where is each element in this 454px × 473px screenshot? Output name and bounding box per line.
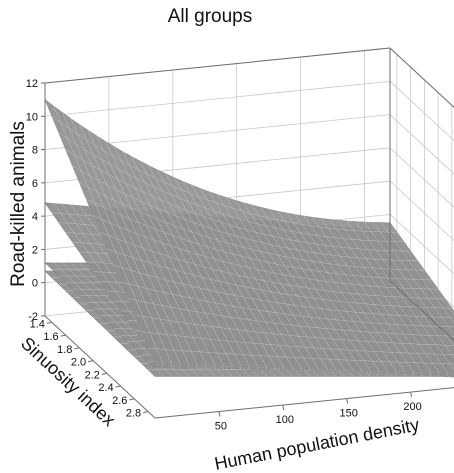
y-tick-label: 1.4 (30, 318, 45, 330)
surface-mesh-line (208, 191, 320, 370)
chart-title: All groups (168, 6, 253, 27)
surface-mesh-line (165, 173, 276, 369)
surface-mesh-line (243, 202, 354, 371)
surface-mesh-line (174, 177, 285, 369)
y-tick-label: 2.0 (71, 357, 86, 369)
y-tick-mark (60, 334, 66, 337)
surface-mesh-line (312, 217, 423, 373)
surface-mesh-line (139, 160, 251, 368)
back-wall-gridline (44, 80, 391, 117)
surface-mesh-line (96, 135, 207, 367)
surface-mesh-line (148, 165, 259, 368)
x-tick-label: 200 (403, 401, 421, 413)
z-tick-label: 10 (26, 111, 38, 123)
surface-mesh-line (338, 220, 449, 374)
y-tick-label: 2.2 (85, 369, 100, 381)
y-tick-mark (143, 411, 149, 414)
x-tick-label: 50 (215, 421, 227, 433)
box-edge (44, 315, 156, 419)
surface-mesh-line (122, 151, 233, 368)
x-tick-label: 100 (276, 414, 294, 426)
surface-mesh-line (53, 106, 164, 366)
surface-mesh-line (62, 112, 173, 366)
surface-mesh-line (389, 222, 454, 312)
z-axis-label: Road-killed animals (8, 121, 29, 287)
surface-4 (44, 98, 454, 374)
side-wall-gridline (389, 147, 454, 208)
y-tick-mark (115, 385, 121, 388)
y-tick-label: 1.8 (57, 344, 72, 356)
surface-mesh-line (200, 188, 311, 370)
z-tick-label: 6 (32, 178, 38, 190)
y-tick-label: 2.4 (98, 382, 113, 394)
x-tick-label: 150 (339, 408, 357, 420)
surface-mesh-line (355, 221, 454, 359)
surface-mesh-line (44, 99, 156, 365)
surface-mesh-line (346, 220, 454, 370)
y-tick-mark (129, 398, 135, 401)
z-tick-label: 8 (32, 145, 38, 157)
y-tick-mark (46, 321, 52, 324)
z-axis-ticks: 12 10 8 6 4 2 0 -2 (26, 78, 45, 323)
surface-mesh-line (217, 194, 328, 370)
x-tick-mark (346, 398, 349, 404)
surface-mesh-line (294, 214, 406, 372)
surface-mesh-line (44, 262, 156, 369)
box-edge (389, 47, 454, 109)
box-edge (44, 47, 391, 84)
surface-mesh-line (44, 202, 156, 360)
surface-mesh-line (303, 215, 414, 373)
side-wall-gridline (389, 114, 454, 175)
surface-mesh-line (53, 262, 164, 369)
z-tick-label: 12 (26, 78, 38, 90)
box-edge (389, 280, 454, 342)
side-wall-gridline (389, 80, 454, 142)
surface-mesh-line (372, 222, 454, 335)
surface-mesh-line (320, 218, 432, 373)
surface-mesh-line (225, 197, 337, 371)
x-tick-mark (410, 391, 413, 398)
bounding-box (44, 47, 454, 419)
z-tick-label: 4 (32, 211, 38, 223)
surface-mesh-line (381, 222, 454, 324)
surface-mesh-line (131, 156, 242, 368)
surface-mesh-line (251, 205, 363, 371)
surface-mesh-line (277, 211, 389, 372)
y-tick-mark (74, 347, 80, 350)
surface-mesh-line (234, 200, 345, 371)
side-wall-gridline (389, 180, 454, 242)
x-axis-ticks: 50100150200250 (215, 391, 422, 433)
surface-mesh-line (260, 207, 371, 372)
side-wall-gridline (389, 214, 454, 275)
surface-mesh-line (44, 270, 156, 377)
y-tick-label: 2.6 (112, 395, 127, 407)
surface-mesh-line (182, 181, 294, 369)
y-tick-mark (101, 372, 107, 375)
x-tick-mark (282, 404, 285, 411)
surface-mesh-line (79, 124, 190, 366)
surface-mesh-line (329, 219, 440, 374)
surface-mesh-line (363, 221, 454, 347)
surface-mesh-line (191, 184, 302, 370)
x-tick-mark (218, 411, 221, 417)
surface-mesh-line (87, 130, 199, 367)
surface-mesh-line (286, 212, 397, 372)
z-tick-label: 0 (32, 278, 38, 290)
y-axis-ticks: 1.41.61.82.02.22.42.62.8 (30, 318, 149, 420)
box-edge (154, 387, 454, 419)
surface-mesh-line (113, 146, 225, 367)
y-tick-mark (88, 360, 94, 363)
surface-mesh-line (105, 141, 216, 367)
y-tick-label: 2.8 (126, 408, 141, 420)
surfaces (44, 98, 454, 378)
z-tick-label: 2 (32, 244, 38, 256)
surface-mesh-line (70, 118, 182, 366)
surface-mesh-line (269, 209, 380, 372)
x-axis-label: Human population density (213, 414, 421, 473)
z-tick-label: -2 (28, 311, 38, 323)
y-tick-label: 1.6 (43, 331, 58, 343)
surface-mesh-line (156, 169, 268, 369)
